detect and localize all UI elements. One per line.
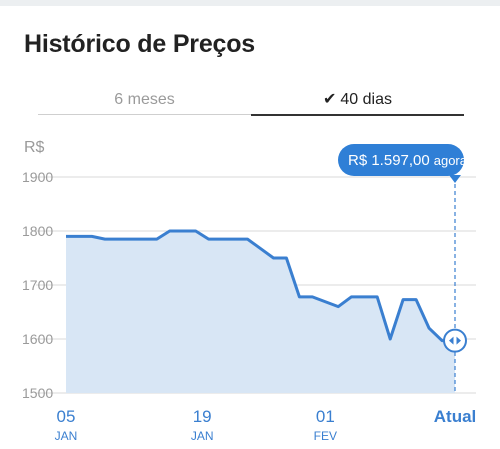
page-title: Histórico de Preços — [24, 30, 256, 58]
y-axis-unit-label: R$ — [24, 139, 45, 156]
x-tick-day: 19 — [193, 407, 212, 426]
price-chart: R$ 1900 1800 1700 1600 1500 R$ 1.597,00 agora 05… — [0, 125, 500, 449]
price-tooltip — [338, 144, 464, 176]
price-tooltip-suffix: agora — [434, 153, 468, 168]
x-tick-day: 01 — [316, 407, 335, 426]
y-tick-label: 1600 — [22, 331, 53, 347]
period-tabs: 6 meses ✔ 40 dias — [38, 86, 464, 116]
x-tick-month: JAN — [55, 429, 78, 443]
y-tick-label: 1500 — [22, 385, 53, 401]
check-icon: ✔ — [323, 91, 337, 108]
price-line — [66, 229, 455, 343]
tab-40-dias-label: 40 dias — [340, 91, 392, 108]
price-area-fill — [66, 231, 455, 393]
y-tick-label: 1700 — [22, 277, 53, 293]
x-tick-day: 05 — [57, 407, 76, 426]
x-tick-day: Atual — [434, 407, 477, 426]
tab-40-dias[interactable]: ✔ 40 dias — [251, 86, 464, 116]
price-chart-svg: R$ 1900 1800 1700 1600 1500 R$ 1.597,00 agora 05… — [22, 139, 477, 443]
drag-arrows-icon — [449, 336, 461, 345]
y-tick-label: 1800 — [22, 223, 53, 239]
x-tick-month: FEV — [314, 429, 337, 443]
y-tick-label: 1900 — [22, 169, 53, 185]
tab-6-meses-label: 6 meses — [114, 91, 175, 108]
top-strip — [0, 0, 500, 6]
price-tooltip-text: R$ 1.597,00 agora — [348, 152, 468, 169]
scrub-handle-circle[interactable] — [443, 328, 467, 353]
price-tooltip-pointer — [449, 175, 461, 183]
price-tooltip-value: R$ 1.597,00 — [348, 152, 430, 169]
tab-6-meses[interactable]: 6 meses — [38, 86, 251, 115]
scrub-handle[interactable] — [443, 328, 467, 353]
x-tick-month: JAN — [191, 429, 214, 443]
